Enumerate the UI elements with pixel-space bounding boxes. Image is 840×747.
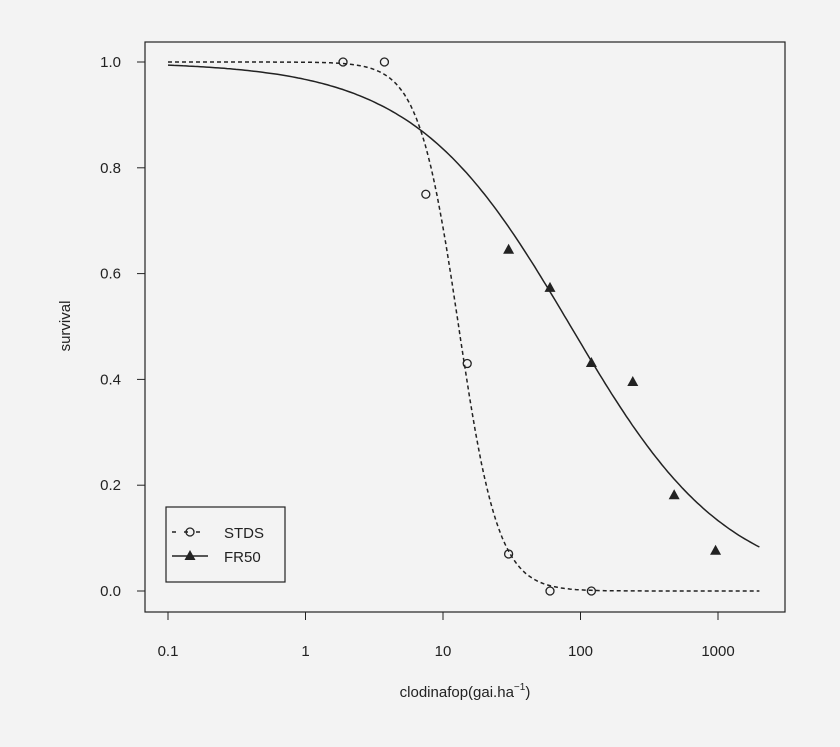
x-tick-label: 1 (301, 643, 309, 660)
data-point-stds (338, 57, 348, 67)
y-tick-label: 0.4 (100, 371, 121, 388)
data-point-fr50 (544, 281, 556, 292)
x-axis-label: clodinafop(gai.ha−1) (400, 682, 531, 701)
y-tick-label: 1.0 (100, 54, 121, 71)
legend-label: FR50 (224, 549, 261, 566)
legend-box (165, 506, 286, 583)
x-tick-label: 0.1 (158, 643, 179, 660)
data-point-stds (503, 549, 514, 559)
fit-curve-fr50 (167, 64, 760, 548)
data-point-fr50 (627, 376, 639, 387)
legend-label: STDS (224, 525, 264, 542)
legend-marker-stds (185, 527, 195, 537)
legend: STDS FR50 (165, 506, 286, 583)
data-point-fr50 (710, 544, 722, 555)
x-tick-label: 100 (568, 643, 593, 660)
y-tick-label: 0.6 (100, 266, 121, 283)
data-point-fr50 (503, 243, 515, 254)
data-point-fr50 (585, 357, 597, 368)
data-point-stds (586, 586, 597, 596)
data-point-stds (462, 358, 472, 369)
data-point-fr50 (668, 489, 680, 500)
data-point-stds (421, 189, 431, 199)
y-tick-label: 0.2 (100, 477, 121, 494)
y-tick-label: 0.0 (100, 583, 121, 600)
data-point-stds (545, 586, 555, 596)
y-tick-label: 0.8 (100, 160, 121, 177)
y-axis-label: survival (57, 301, 74, 352)
x-tick-label: 1000 (701, 643, 734, 660)
fit-curve-stds (168, 61, 760, 592)
x-tick-label: 10 (435, 643, 452, 660)
data-point-stds (379, 57, 390, 67)
legend-marker-fr50 (184, 550, 196, 560)
